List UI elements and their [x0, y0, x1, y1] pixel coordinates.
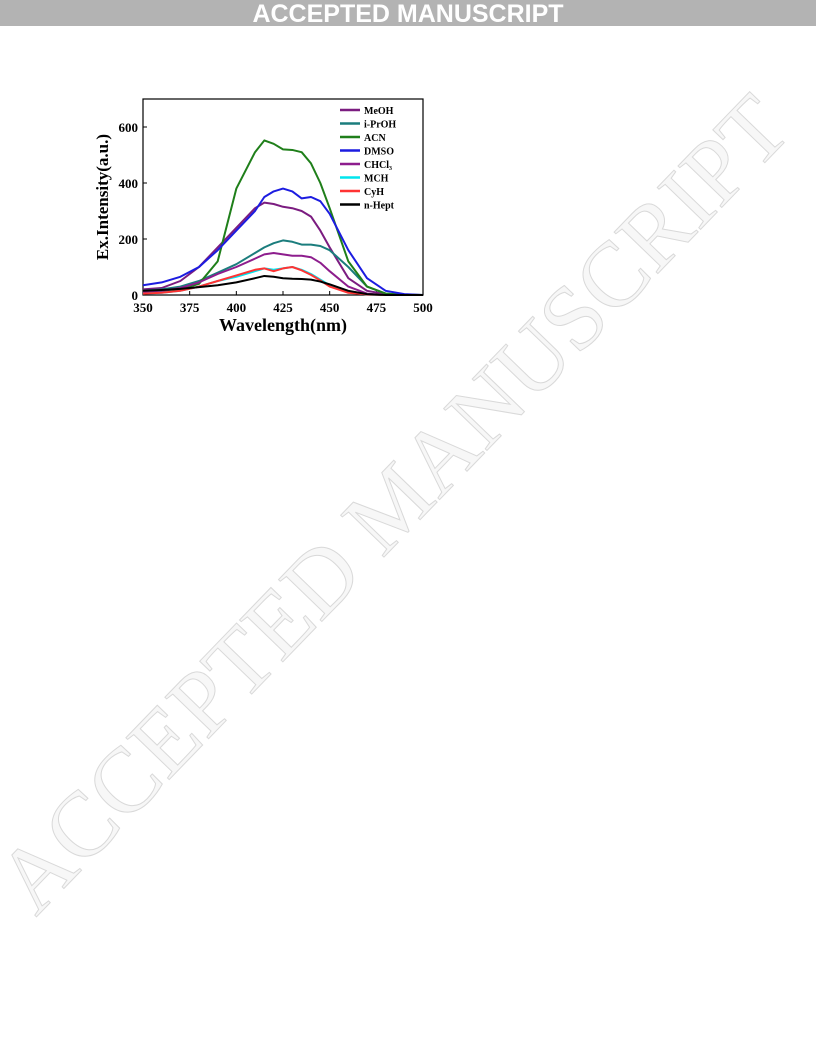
series-line — [142, 252, 423, 296]
legend-label: CyH — [364, 187, 384, 198]
legend-label: CHCl₃ — [364, 160, 392, 171]
legend-label: n-Hept — [364, 201, 395, 212]
y-axis-label: Ex.Intensity(a.u.) — [93, 134, 112, 260]
x-tick-label: 350 — [133, 300, 153, 315]
y-tick-label: 0 — [132, 288, 139, 303]
y-tick-label: 200 — [119, 232, 139, 247]
banner-text: ACCEPTED MANUSCRIPT — [252, 0, 563, 28]
x-tick-label: 450 — [320, 300, 340, 315]
watermark: ACCEPTED MANUSCRIPT — [0, 75, 808, 931]
chart: Wavelength(nm) Ex.Intensity(a.u.) 350 375… — [93, 98, 433, 336]
x-tick-label: 400 — [227, 300, 247, 315]
x-tick-label: 375 — [180, 300, 200, 315]
series-line — [142, 201, 423, 296]
series-line — [142, 274, 423, 296]
x-tick-label: 475 — [367, 300, 387, 315]
y-tick-label: 600 — [119, 120, 139, 135]
legend-label: ACN — [364, 133, 386, 144]
x-axis-label: Wavelength(nm) — [219, 315, 347, 336]
x-tick-label: 500 — [413, 300, 433, 315]
x-tick-label: 425 — [273, 300, 293, 315]
legend-label: DMSO — [364, 147, 394, 158]
legend-label: i-PrOH — [364, 120, 396, 131]
y-tick-label: 400 — [119, 176, 139, 191]
legend-label: MeOH — [364, 106, 394, 117]
banner-bar — [0, 0, 816, 26]
legend-label: MCH — [364, 174, 389, 185]
series-line — [142, 187, 424, 296]
